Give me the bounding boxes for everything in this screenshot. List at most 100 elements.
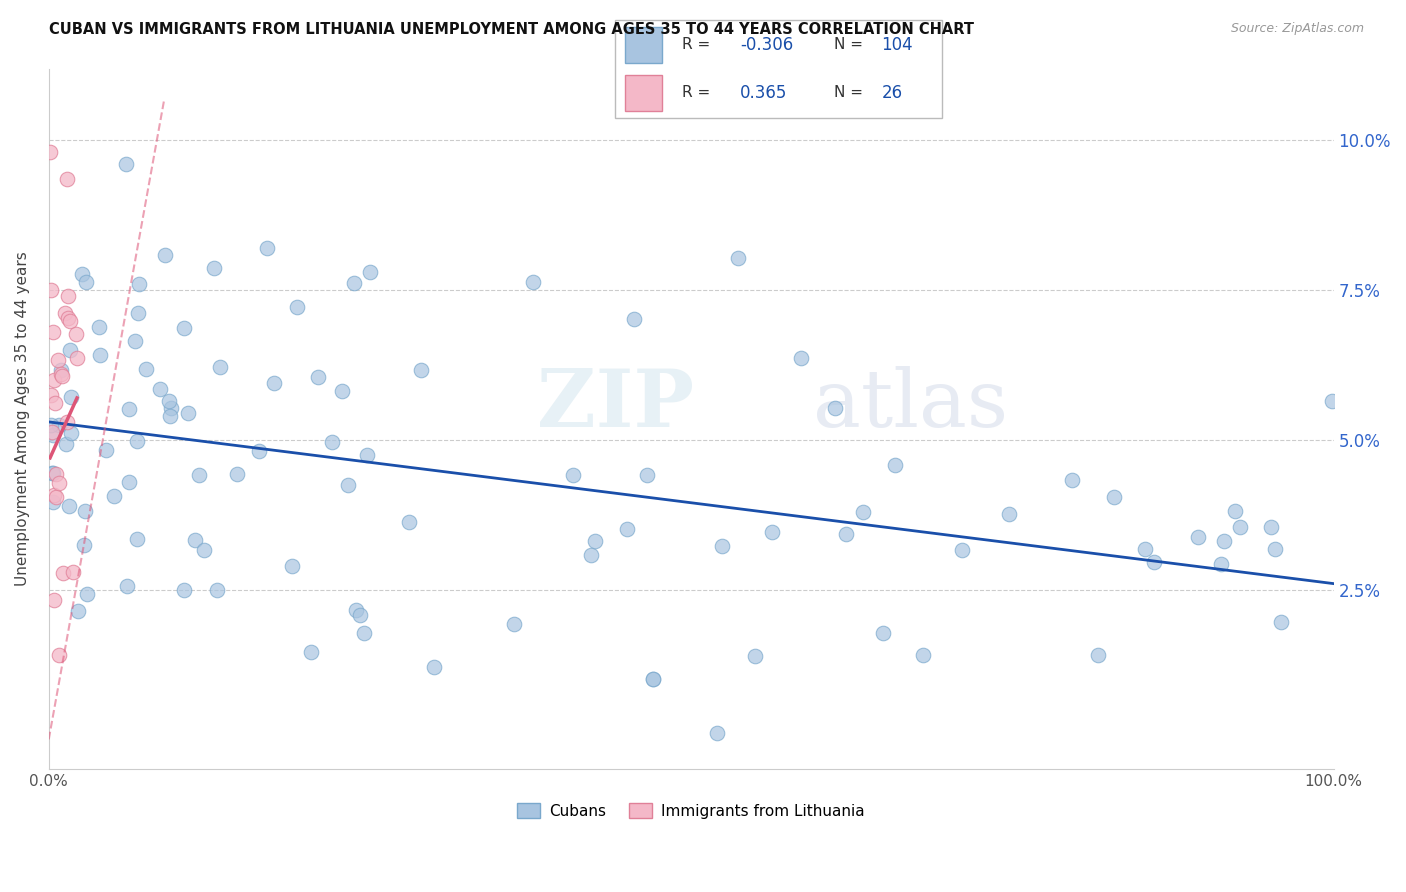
Point: [44, 396, 66, 410]
Point: [247, 443, 270, 458]
Point: [173, 582, 195, 597]
Point: [193, 543, 215, 558]
Point: [52, 566, 75, 580]
Point: [59, 343, 82, 357]
Text: R =: R =: [682, 86, 710, 100]
Point: [207, 583, 229, 598]
Point: [307, 369, 329, 384]
Point: [70, 267, 93, 281]
Point: [1087, 648, 1109, 662]
Point: [55, 437, 77, 451]
Point: [343, 276, 366, 290]
Point: [56, 311, 79, 326]
Point: [76, 587, 98, 601]
Point: [761, 524, 783, 539]
Point: [65, 326, 87, 341]
Text: atlas: atlas: [813, 366, 1008, 444]
Point: [39, 417, 62, 432]
Point: [579, 548, 602, 562]
Point: [1211, 557, 1233, 571]
Text: N =: N =: [834, 86, 863, 100]
Point: [710, 539, 733, 553]
Point: [835, 527, 858, 541]
Point: [641, 673, 664, 687]
Point: [188, 467, 211, 482]
Point: [42, 593, 65, 607]
Point: [127, 306, 149, 320]
Point: [359, 265, 381, 279]
Point: [1143, 555, 1166, 569]
Point: [41, 325, 63, 339]
Point: [53, 306, 76, 320]
Point: [51, 369, 73, 384]
Point: [202, 260, 225, 275]
Point: [39, 145, 62, 160]
Text: CUBAN VS IMMIGRANTS FROM LITHUANIA UNEMPLOYMENT AMONG AGES 35 TO 44 YEARS CORREL: CUBAN VS IMMIGRANTS FROM LITHUANIA UNEMP…: [49, 22, 974, 37]
Point: [89, 348, 111, 362]
Point: [48, 648, 70, 662]
FancyBboxPatch shape: [626, 75, 662, 112]
Point: [824, 401, 846, 415]
Point: [912, 648, 935, 662]
Point: [42, 488, 65, 502]
Point: [344, 603, 367, 617]
Point: [636, 468, 658, 483]
Point: [159, 409, 181, 424]
Point: [184, 533, 207, 548]
Point: [883, 458, 905, 473]
Point: [48, 417, 70, 432]
Point: [45, 467, 67, 482]
Point: [872, 625, 894, 640]
Point: [103, 489, 125, 503]
Text: Source: ZipAtlas.com: Source: ZipAtlas.com: [1230, 22, 1364, 36]
Point: [115, 157, 138, 171]
Point: [1102, 490, 1125, 504]
Point: [66, 604, 89, 618]
Point: [744, 648, 766, 663]
Point: [997, 507, 1019, 521]
Point: [561, 467, 583, 482]
Text: 26: 26: [882, 84, 903, 102]
Point: [41, 283, 63, 297]
Point: [1270, 615, 1292, 629]
Point: [58, 289, 80, 303]
Y-axis label: Unemployment Among Ages 35 to 44 years: Unemployment Among Ages 35 to 44 years: [15, 252, 30, 586]
Point: [321, 434, 343, 449]
Point: [75, 275, 97, 289]
Text: 104: 104: [882, 36, 912, 54]
Point: [263, 376, 285, 390]
Point: [135, 361, 157, 376]
Point: [41, 425, 63, 440]
Text: N =: N =: [834, 37, 863, 52]
Point: [117, 579, 139, 593]
Point: [41, 428, 63, 442]
Point: [280, 558, 302, 573]
Point: [1187, 530, 1209, 544]
Point: [62, 565, 84, 579]
Point: [160, 401, 183, 415]
Point: [42, 373, 65, 387]
Point: [125, 532, 148, 546]
Point: [356, 448, 378, 462]
Point: [209, 360, 232, 375]
Point: [330, 384, 353, 399]
Point: [59, 314, 82, 328]
Point: [42, 495, 65, 509]
Point: [623, 312, 645, 326]
Point: [177, 406, 200, 420]
Point: [118, 401, 141, 416]
Text: -0.306: -0.306: [740, 36, 793, 54]
Point: [727, 251, 749, 265]
Point: [256, 241, 278, 255]
Point: [75, 504, 97, 518]
Point: [45, 490, 67, 504]
Point: [56, 172, 79, 186]
Point: [398, 515, 420, 529]
Point: [225, 467, 247, 481]
Point: [51, 363, 73, 377]
Point: [353, 626, 375, 640]
Point: [48, 475, 70, 490]
Text: 0.365: 0.365: [740, 84, 787, 102]
Point: [1322, 394, 1344, 409]
Point: [94, 442, 117, 457]
